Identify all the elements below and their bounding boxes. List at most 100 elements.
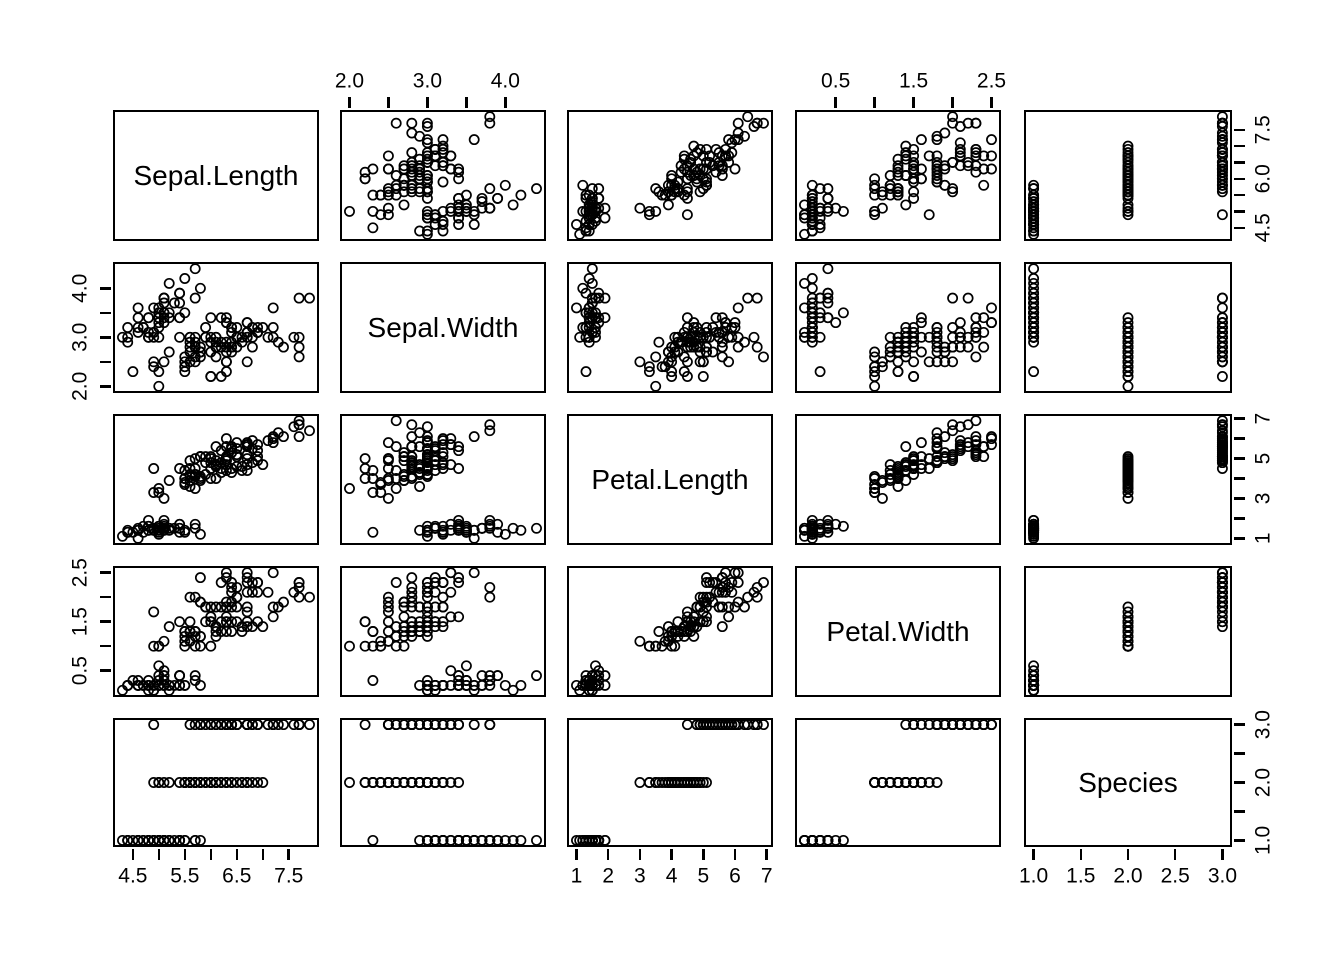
axis-tick-label: 4.5 [118, 864, 148, 888]
axis-tick [1234, 177, 1245, 181]
axis-tick [1173, 849, 1177, 860]
axis-tick-label: 5 [1251, 452, 1275, 465]
axis-tick [287, 849, 290, 860]
axis-tick-label: 4.5 [1251, 213, 1275, 243]
axis-tick [157, 849, 161, 860]
scatter-panel-species-vs-petal-width [1024, 566, 1232, 697]
axis-tick-label: 5.5 [170, 864, 200, 888]
axis-tick [1234, 161, 1245, 164]
axis-tick-label: 2.0 [334, 69, 365, 93]
axis-tick [912, 97, 915, 108]
axis-tick [131, 849, 135, 860]
axis-tick-label: 3.0 [412, 69, 443, 93]
data-points [571, 112, 769, 239]
axis-tick [1234, 752, 1245, 755]
scatter-panel-sepal-width-vs-species [340, 718, 546, 847]
axis-tick-label: 3.0 [68, 322, 92, 352]
axis-tick [702, 849, 705, 860]
data-points [571, 568, 769, 695]
scatter-panel-sepal-length-vs-sepal-width [113, 262, 319, 393]
scatter-panel-sepal-length-vs-species [113, 718, 319, 847]
axis-tick [100, 644, 111, 648]
data-points [799, 264, 997, 391]
axis-tick-label: 7 [1251, 412, 1275, 425]
axis-tick-label: 6.0 [1251, 164, 1275, 194]
axis-tick [1221, 849, 1224, 860]
axis-tick [606, 849, 610, 860]
axis-tick [1234, 810, 1245, 813]
scatter-panel-species-vs-sepal-width [1024, 262, 1232, 393]
axis-tick [1032, 849, 1035, 860]
axis-tick [873, 97, 876, 108]
axis-tick [261, 849, 264, 860]
scatter-panel-petal-length-vs-species [567, 718, 773, 847]
data-points [1028, 568, 1228, 695]
axis-tick-label: 6.5 [222, 864, 252, 888]
axis-tick [1079, 849, 1083, 860]
axis-tick [1126, 849, 1130, 860]
data-points [344, 112, 542, 239]
data-points [344, 416, 542, 543]
axis-tick [1234, 144, 1245, 148]
axis-tick [183, 849, 187, 860]
axis-tick-label: 2.5 [976, 69, 1007, 93]
scatter-panel-petal-width-vs-sepal-width [795, 262, 1001, 393]
diagonal-panel-petal-width: Petal.Width [795, 566, 1001, 697]
diagonal-panel-sepal-width: Sepal.Width [340, 262, 546, 393]
axis-tick [990, 97, 993, 108]
data-points [117, 720, 315, 845]
variable-label: Species [1078, 766, 1178, 798]
axis-tick-label: 2.0 [1251, 767, 1275, 798]
axis-tick-label: 1.0 [1251, 825, 1275, 855]
axis-tick [1234, 128, 1245, 132]
axis-tick-label: 2.0 [68, 371, 92, 401]
scatter-panel-petal-width-vs-species [795, 718, 1001, 847]
data-points [571, 720, 769, 845]
axis-tick [765, 849, 768, 860]
axis-tick-label: 2 [602, 864, 615, 888]
axis-tick-label: 2.5 [68, 558, 92, 588]
axis-tick-label: 3.0 [1207, 864, 1238, 888]
axis-tick [1234, 497, 1245, 500]
axis-tick-label: 0.5 [68, 656, 92, 686]
axis-tick [1234, 781, 1245, 784]
data-points [1028, 112, 1228, 239]
axis-tick [100, 360, 111, 364]
axis-tick-label: 1 [1251, 532, 1275, 545]
axis-tick-label: 1.5 [1066, 864, 1096, 888]
axis-tick [100, 620, 111, 623]
axis-tick-label: 7.5 [1251, 115, 1275, 145]
data-points [117, 264, 315, 391]
diagonal-panel-species: Species [1024, 718, 1232, 847]
scatter-panel-species-vs-petal-length [1024, 414, 1232, 545]
data-points [799, 720, 997, 845]
axis-tick-label: 3 [1251, 492, 1275, 505]
axis-tick [951, 97, 954, 108]
axis-tick [1234, 457, 1245, 460]
axis-tick [575, 849, 578, 860]
scatter-panel-petal-width-vs-sepal-length [795, 110, 1001, 241]
axis-tick-label: 7.5 [274, 864, 304, 888]
axis-tick [100, 595, 111, 599]
axis-tick [100, 336, 111, 339]
axis-tick [235, 849, 239, 860]
scatter-panel-petal-length-vs-sepal-length [567, 110, 773, 241]
diagonal-panel-petal-length: Petal.Length [567, 414, 773, 545]
axis-tick-label: 1.0 [1018, 864, 1049, 888]
axis-tick [100, 571, 111, 574]
scatter-panel-sepal-length-vs-petal-length [113, 414, 319, 545]
axis-tick [1234, 193, 1245, 197]
axis-tick [834, 97, 837, 108]
axis-tick [100, 311, 111, 315]
scatter-panel-sepal-width-vs-petal-length [340, 414, 546, 545]
axis-tick [1234, 477, 1245, 480]
axis-tick [1234, 417, 1245, 420]
scatter-panel-species-vs-sepal-length [1024, 110, 1232, 241]
axis-tick [1234, 839, 1245, 842]
axis-tick-label: 2.5 [1160, 864, 1190, 888]
axis-tick [100, 287, 111, 290]
variable-label: Petal.Width [826, 615, 970, 647]
scatter-panel-petal-width-vs-petal-length [795, 414, 1001, 545]
data-points [799, 112, 997, 239]
data-points [344, 720, 542, 845]
